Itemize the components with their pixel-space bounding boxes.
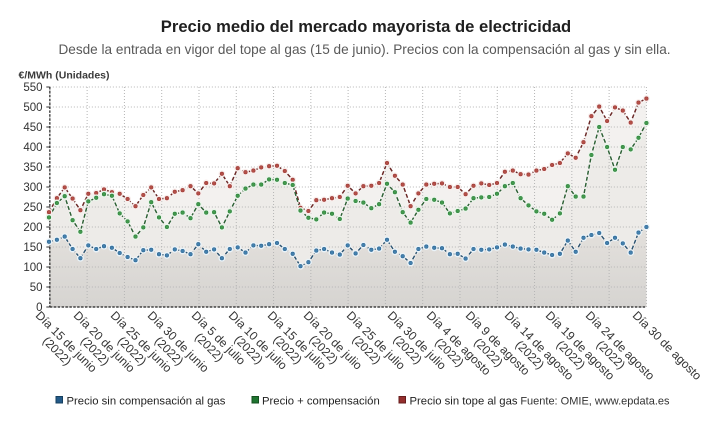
svg-text:400: 400: [23, 142, 42, 154]
svg-text:€/MWh (Unidades): €/MWh (Unidades): [19, 70, 110, 82]
svg-text:Desde la entrada en vigor del: Desde la entrada en vigor del tope al ga…: [58, 42, 670, 57]
svg-text:Precio sin compensación al gas: Precio sin compensación al gas: [67, 396, 226, 408]
svg-text:150: 150: [23, 242, 42, 254]
svg-text:Precio medio del mercado mayor: Precio medio del mercado mayorista de el…: [161, 17, 571, 36]
svg-text:Precio sin tope al gas: Precio sin tope al gas: [410, 396, 518, 408]
svg-text:350: 350: [23, 162, 42, 174]
svg-text:0: 0: [36, 302, 42, 314]
svg-text:500: 500: [23, 102, 42, 114]
svg-text:Precio + compensación: Precio + compensación: [262, 396, 380, 408]
svg-text:300: 300: [23, 182, 42, 194]
svg-text:Fuente: OMIE, www.epdata.es: Fuente: OMIE, www.epdata.es: [520, 396, 670, 408]
svg-text:100: 100: [23, 262, 42, 274]
svg-text:450: 450: [23, 122, 42, 134]
svg-text:250: 250: [23, 202, 42, 214]
svg-text:200: 200: [23, 222, 42, 234]
svg-text:50: 50: [30, 282, 43, 294]
svg-text:550: 550: [23, 82, 42, 94]
